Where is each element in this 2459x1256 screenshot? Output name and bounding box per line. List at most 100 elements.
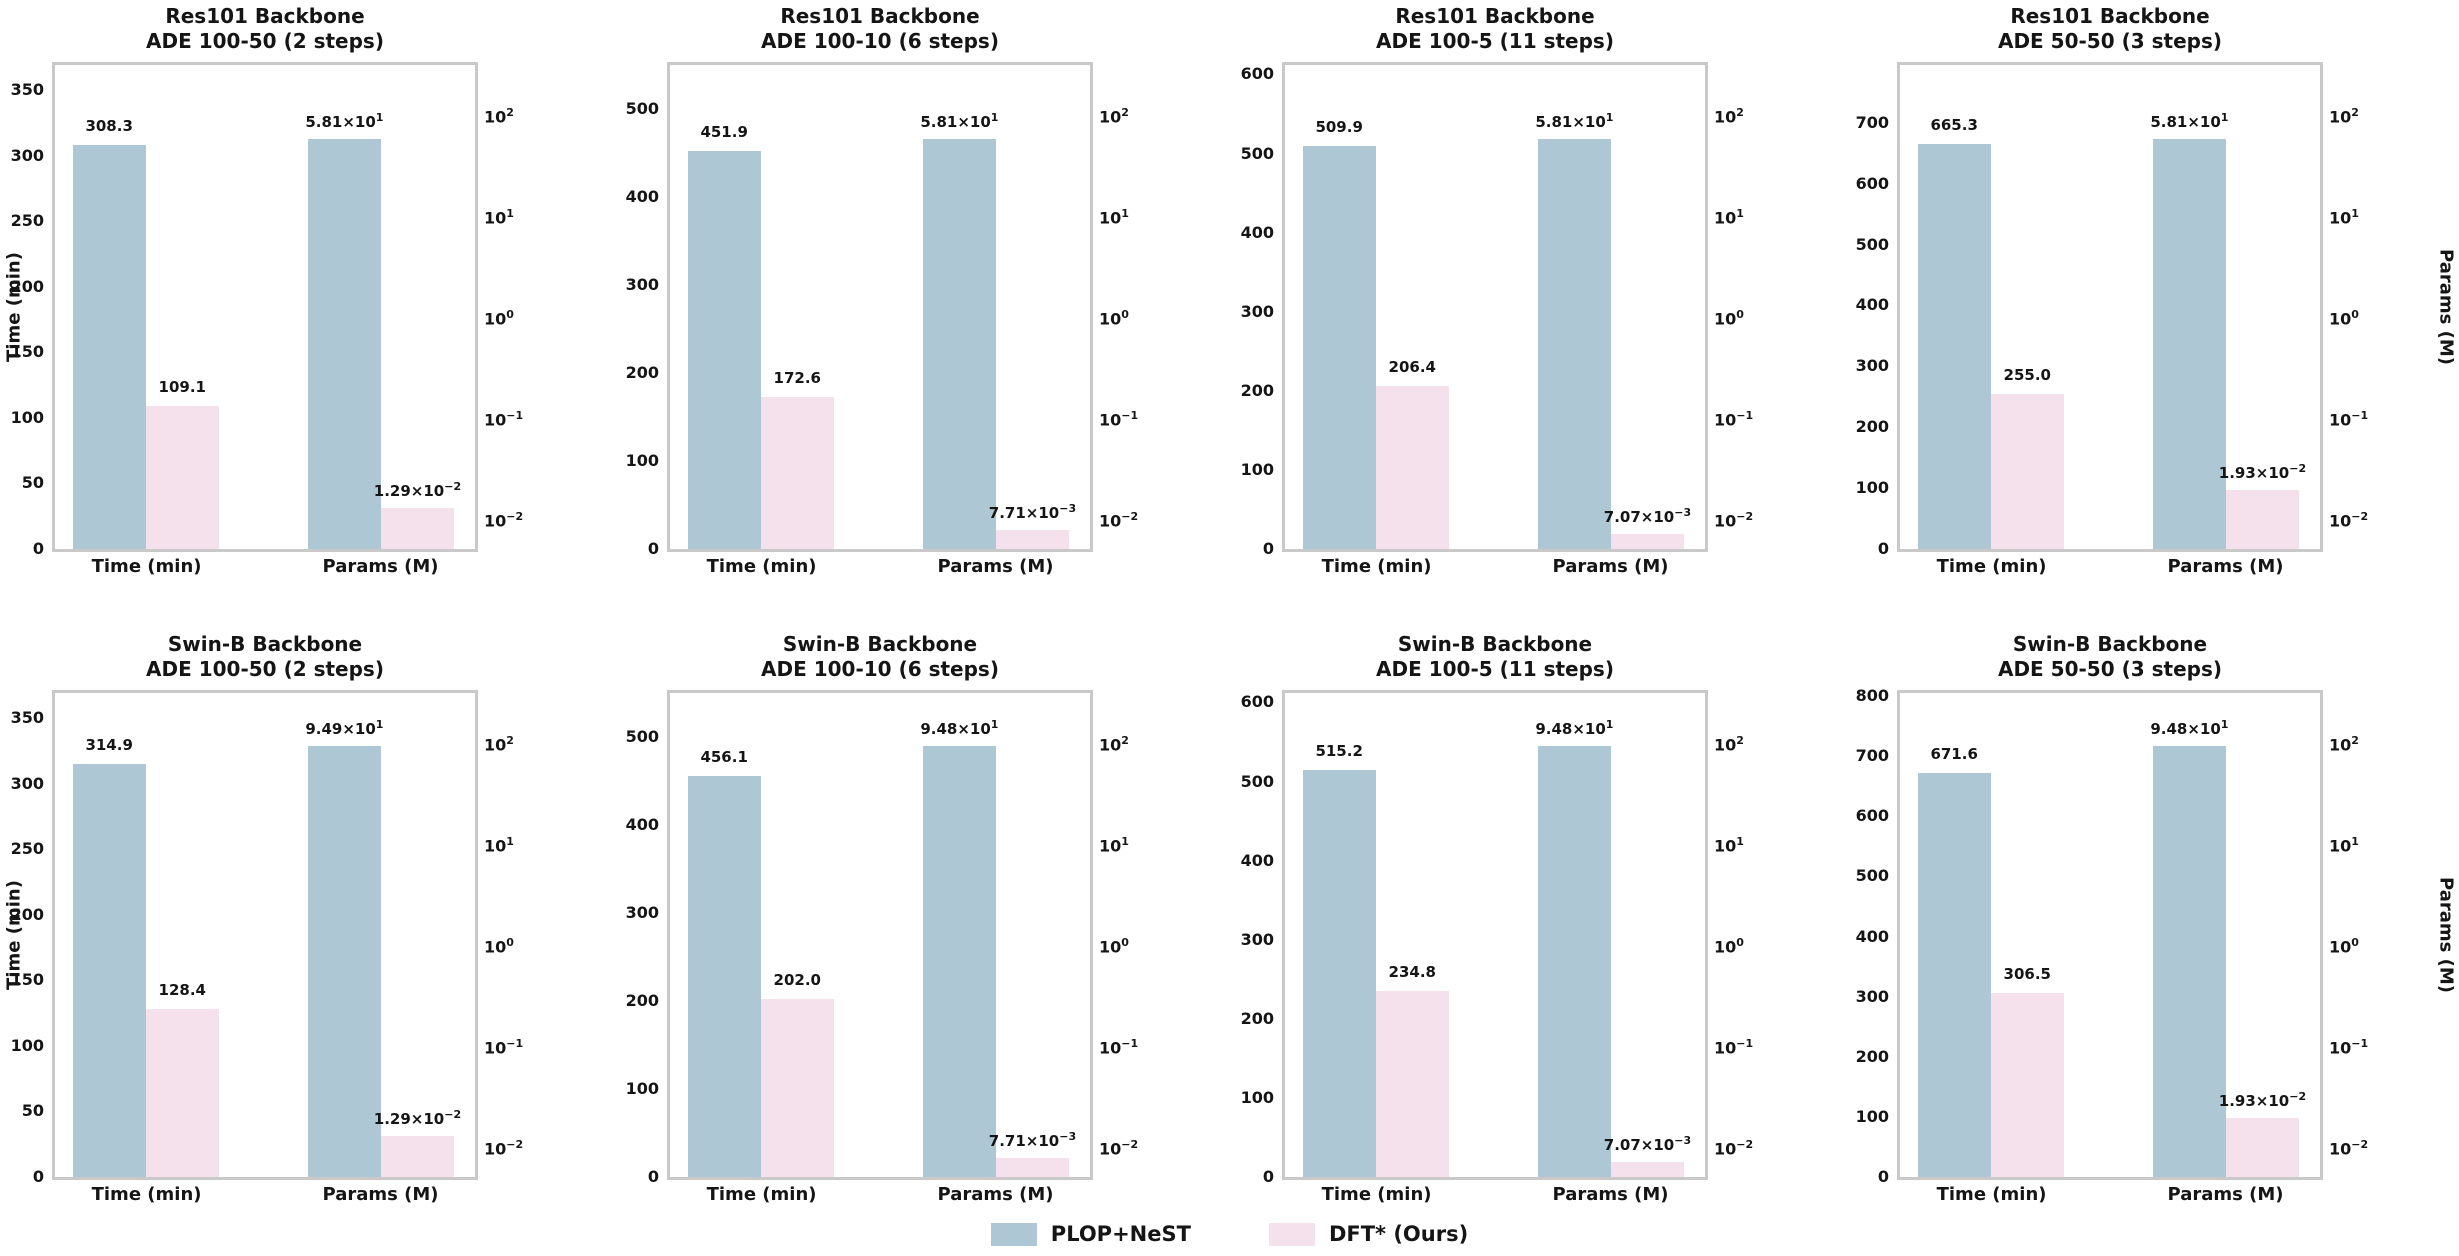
bar-value-label: 128.4 [158,980,206,999]
right-axis-tick-label: 102 [484,106,514,127]
subplot-title-line1: Swin-B Backbone [1397,632,1593,656]
left-axis-tick-label: 600 [1855,806,1889,826]
bar-plop-nest-params [2152,745,2226,1177]
bar-plop-nest-time [72,763,146,1177]
left-axis-tick-label: 700 [1855,746,1889,766]
right-axis-tick-label: 101 [2329,835,2359,856]
legend-item-plop-nest: PLOP+NeST [990,1222,1191,1246]
left-axis-tick-label: 300 [625,275,659,294]
right-axis-tick-label: 10−2 [2329,1137,2369,1159]
right-axis-tick-label: 100 [484,308,514,329]
bar-dft-ours-params [995,530,1069,549]
left-axis-tick-label: 500 [1240,771,1274,791]
right-axis-title: Params (M) [2435,877,2457,993]
subplot-title-line2: ADE 100-5 (11 steps) [1376,657,1614,681]
right-axis-tick-label: 101 [2329,207,2359,228]
right-axis-tick-label: 102 [2329,106,2359,127]
bar-value-label: 9.49×101 [305,717,384,738]
right-axis-tick-label: 100 [484,936,514,957]
right-axis-tick-label: 10−1 [1099,1036,1139,1058]
left-axis-tick-label: 200 [10,904,44,924]
x-category-label: Params (M) [937,556,1054,577]
left-axis-tick-label: 50 [21,473,44,493]
left-axis-tick-label: 0 [1262,539,1274,558]
right-axis-tick-label: 10−2 [484,509,524,531]
bar-value-label: 109.1 [158,377,206,396]
left-axis-tick-label: 600 [1240,692,1274,712]
bar-plop-nest-params [2152,139,2226,549]
subplot-title: Swin-B Backbone ADE 100-10 (6 steps) [667,632,1093,682]
bar-value-label: 451.9 [700,123,748,142]
bar-value-label: 5.81×101 [305,111,384,132]
bar-value-label: 172.6 [773,369,821,388]
bar-dft-ours-params [1610,533,1684,549]
bar-value-label: 1.93×10−2 [2218,1089,2307,1110]
bar-value-label: 206.4 [1388,357,1436,376]
subplot-title: Swin-B Backbone ADE 100-50 (2 steps) [52,632,478,682]
x-category-label: Params (M) [1552,1184,1669,1205]
left-axis-tick-label: 500 [1855,866,1889,886]
subplot-title: Res101 Backbone ADE 100-5 (11 steps) [1282,4,1708,54]
bar-value-label: 7.71×10−3 [988,1130,1077,1151]
subplot-ade-50-50-3-steps-: Swin-B Backbone ADE 50-50 (3 steps) 671.6 9… [1845,628,2459,1228]
left-axis-tick-label: 100 [1240,1087,1274,1107]
bar-dft-ours-time [145,405,219,549]
left-axis-tick-label: 250 [10,211,44,231]
right-axis-tick-label: 10−2 [2329,509,2369,531]
bar-plop-nest-params [922,139,996,549]
right-axis-tick-label: 102 [1099,106,1129,127]
subplot-title-line2: ADE 100-50 (2 steps) [146,657,384,681]
bar-plop-nest-params [307,139,381,549]
right-axis-tick-label: 101 [484,835,514,856]
x-category-label: Time (min) [1321,556,1432,577]
right-axis-tick-label: 100 [1099,936,1129,957]
bar-value-label: 9.48×101 [920,717,999,738]
right-axis-tick-label: 101 [1099,207,1129,228]
bar-value-label: 1.29×10−2 [373,1107,462,1128]
subplot-title-line1: Res101 Backbone [780,4,980,28]
left-axis-tick-label: 400 [1240,850,1274,870]
left-axis-title: Time (min) [3,880,25,990]
left-axis-tick-label: 400 [625,815,659,834]
x-category-label: Time (min) [1936,1184,2047,1205]
left-axis-tick-label: 300 [1240,301,1274,321]
bar-value-label: 255.0 [2003,365,2051,384]
subplot-title: Swin-B Backbone ADE 100-5 (11 steps) [1282,632,1708,682]
right-axis-tick-label: 10−1 [484,408,524,430]
left-axis-tick-label: 0 [32,539,44,558]
left-axis-tick-label: 0 [647,1167,659,1186]
left-axis-tick-label: 500 [625,99,659,118]
left-axis-tick-label: 200 [625,363,659,382]
right-axis-tick-label: 102 [1714,734,1744,755]
bar-plop-nest-params [1537,745,1611,1177]
bar-value-label: 1.93×10−2 [2218,461,2307,482]
right-axis-tick-label: 10−1 [1714,408,1754,430]
left-axis-tick-label: 100 [1240,459,1274,479]
subplot-ade-50-50-3-steps-: Res101 Backbone ADE 50-50 (3 steps) 665.3 5… [1845,0,2459,600]
left-axis-tick-label: 0 [1877,1167,1889,1186]
right-axis-tick-label: 10−2 [1099,1137,1139,1159]
left-axis-tick-label: 500 [1855,234,1889,254]
legend-swatch-plop-nest [990,1222,1037,1246]
left-axis-tick-label: 0 [32,1167,44,1186]
subplot-title-line2: ADE 100-10 (6 steps) [761,657,999,681]
bar-value-label: 5.81×101 [1535,111,1614,132]
bar-value-label: 9.48×101 [2150,717,2229,738]
x-category-label: Params (M) [322,1184,439,1205]
left-axis-tick-label: 150 [10,342,44,362]
left-axis-title: Time (min) [3,252,25,362]
legend: PLOP+NeST DFT* (Ours) [0,1212,2459,1256]
bar-dft-ours-params [380,507,454,549]
left-axis-tick-label: 100 [10,1035,44,1055]
bar-dft-ours-time [1375,385,1449,549]
bar-plop-nest-time [1302,769,1376,1177]
right-axis-tick-label: 101 [484,207,514,228]
left-axis-tick-label: 100 [1855,478,1889,498]
subplot-title-line1: Res101 Backbone [1395,4,1595,28]
bar-plop-nest-time [1917,773,1991,1177]
x-category-label: Time (min) [706,1184,817,1205]
right-axis-tick-label: 100 [1714,936,1744,957]
left-axis-tick-label: 0 [647,539,659,558]
left-axis-tick-label: 350 [10,79,44,99]
